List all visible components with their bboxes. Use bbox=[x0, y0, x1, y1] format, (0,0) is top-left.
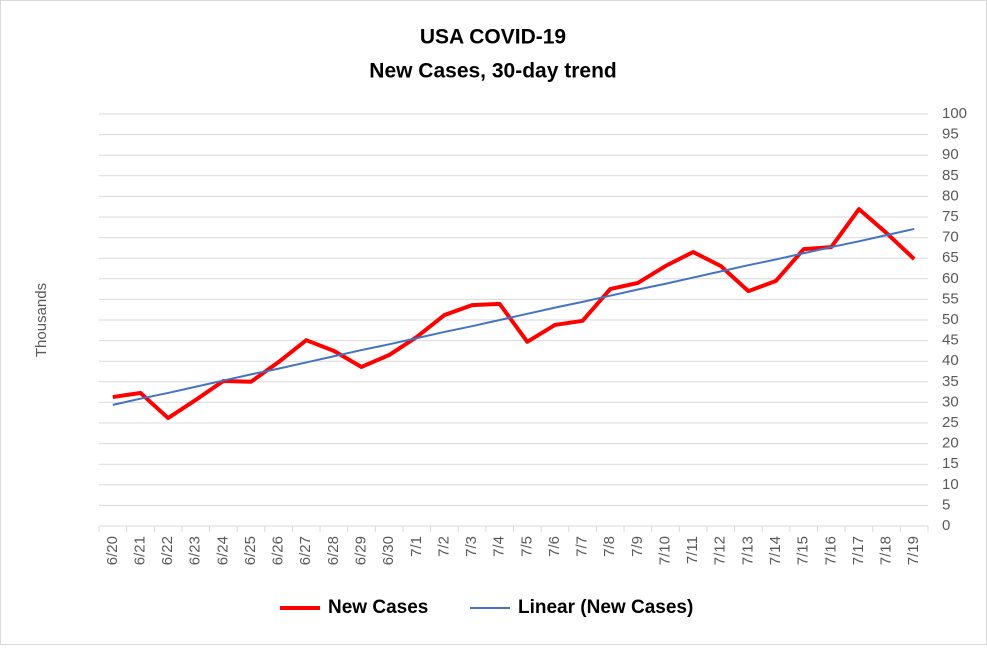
y-tick-label: 55 bbox=[942, 290, 959, 307]
x-tick-label: 6/27 bbox=[297, 536, 314, 565]
x-tick-label: 7/10 bbox=[656, 536, 673, 565]
chart-title: USA COVID-19 bbox=[420, 26, 566, 49]
x-tick-label: 7/7 bbox=[574, 536, 591, 557]
x-tick-label: 7/1 bbox=[408, 536, 425, 557]
x-tick-label: 7/14 bbox=[767, 536, 784, 565]
y-tick-label: 60 bbox=[942, 270, 959, 287]
legend-label: Linear (New Cases) bbox=[518, 597, 693, 618]
x-tick-label: 7/12 bbox=[712, 536, 729, 565]
x-tick-label: 7/19 bbox=[905, 536, 922, 565]
y-axis-label: Thousands bbox=[33, 283, 50, 357]
y-tick-label: 75 bbox=[942, 208, 959, 225]
y-tick-label: 45 bbox=[942, 332, 959, 349]
y-tick-label: 95 bbox=[942, 126, 959, 143]
x-tick-label: 7/17 bbox=[850, 536, 867, 565]
x-tick-label: 7/11 bbox=[684, 536, 701, 564]
y-tick-label: 5 bbox=[942, 496, 950, 513]
x-tick-label: 6/21 bbox=[131, 536, 148, 565]
x-tick-label: 6/30 bbox=[380, 536, 397, 565]
x-tick-label: 6/20 bbox=[104, 536, 121, 565]
y-tick-label: 0 bbox=[942, 517, 950, 534]
x-tick-label: 7/5 bbox=[518, 536, 535, 557]
x-tick-label: 6/24 bbox=[214, 536, 231, 565]
x-tick-label: 7/16 bbox=[822, 536, 839, 565]
x-tick-label: 7/4 bbox=[491, 536, 508, 557]
y-tick-label: 20 bbox=[942, 435, 959, 452]
y-tick-label: 10 bbox=[942, 476, 959, 493]
x-tick-label: 7/3 bbox=[463, 536, 480, 557]
y-tick-label: 85 bbox=[942, 167, 959, 184]
y-tick-label: 35 bbox=[942, 373, 959, 390]
y-tick-label: 65 bbox=[942, 249, 959, 266]
x-tick-label: 6/25 bbox=[242, 536, 259, 565]
x-tick-label: 7/9 bbox=[629, 536, 646, 557]
x-tick-label: 6/28 bbox=[325, 536, 342, 565]
x-tick-label: 7/13 bbox=[739, 536, 756, 565]
y-tick-label: 25 bbox=[942, 414, 959, 431]
x-tick-label: 6/22 bbox=[159, 536, 176, 565]
y-tick-label: 80 bbox=[942, 187, 959, 204]
y-tick-label: 30 bbox=[942, 393, 959, 410]
series-line bbox=[112, 207, 916, 421]
y-tick-label: 50 bbox=[942, 311, 959, 328]
x-tick-label: 7/8 bbox=[601, 536, 618, 557]
y-tick-label: 90 bbox=[942, 146, 959, 163]
y-tick-label: 40 bbox=[942, 352, 959, 369]
y-tick-label: 100 bbox=[942, 105, 967, 122]
y-tick-label: 15 bbox=[942, 455, 959, 472]
legend-label: New Cases bbox=[328, 597, 428, 618]
x-tick-label: 6/29 bbox=[352, 536, 369, 565]
x-tick-label: 7/6 bbox=[546, 536, 563, 557]
x-tick-label: 7/15 bbox=[795, 536, 812, 565]
x-tick-label: 7/18 bbox=[878, 536, 895, 565]
chart-subtitle: New Cases, 30-day trend bbox=[369, 60, 616, 83]
x-tick-label: 6/26 bbox=[270, 536, 287, 565]
series-line bbox=[112, 227, 915, 406]
y-tick-label: 70 bbox=[942, 229, 959, 246]
x-tick-label: 6/23 bbox=[187, 536, 204, 565]
x-tick-label: 7/2 bbox=[435, 536, 452, 557]
